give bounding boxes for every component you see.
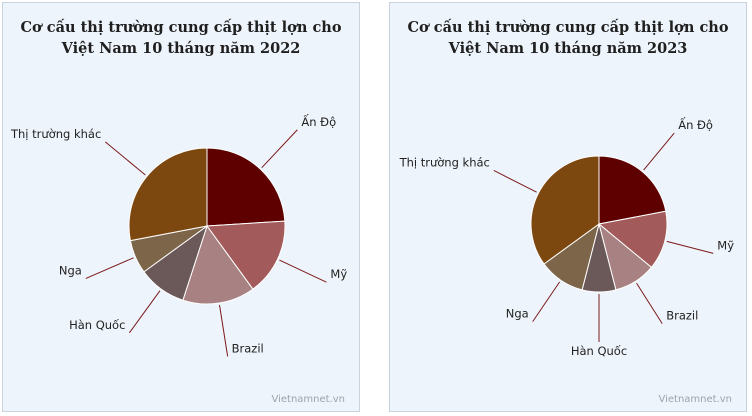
- slice-label-thi-truong-khac: Thị trường khác: [10, 127, 101, 141]
- leader-line-nga: [532, 281, 561, 322]
- leader-line-an-do: [643, 132, 675, 171]
- leader-line-an-do: [261, 129, 298, 169]
- leader-line-thi-truong-khac: [493, 169, 537, 193]
- pie-slice-an-do: [206, 147, 286, 227]
- slice-label-han-quoc: Hàn Quốc: [571, 344, 627, 358]
- leader-line-brazil: [219, 304, 229, 357]
- chart-panel-2022: Cơ cấu thị trường cung cấp thịt lợn cho …: [2, 2, 360, 412]
- leader-line-brazil: [636, 282, 663, 324]
- pie-slice-an-do: [598, 155, 667, 225]
- pie-slice-thi-truong-khac: [530, 155, 600, 265]
- slice-label-brazil: Brazil: [232, 341, 264, 355]
- chart-title-line-2: Việt Nam 10 tháng năm 2023: [448, 40, 688, 57]
- pie-chart-2023: Ấn Độ Mỹ Brazil Hàn Quốc Nga Thị trường khác: [399, 116, 735, 358]
- pie-chart-2022: Ấn Độ Mỹ Brazil Hàn Quốc Nga Thị trường khác: [10, 113, 347, 357]
- slice-label-han-quoc: Hàn Quốc: [69, 318, 125, 332]
- slice-label-an-do: Ấn Độ: [678, 116, 713, 132]
- chart-title-line-1: Cơ cấu thị trường cung cấp thịt lợn cho: [407, 19, 729, 36]
- leader-line-nga: [85, 257, 134, 279]
- pie-slice-brazil: [182, 224, 254, 305]
- chart-title: Cơ cấu thị trường cung cấp thịt lợn cho …: [390, 17, 746, 59]
- slice-label-an-do: Ấn Độ: [301, 113, 336, 129]
- leader-line-han-quoc: [129, 290, 161, 334]
- chart-title: Cơ cấu thị trường cung cấp thịt lợn cho …: [3, 17, 359, 59]
- slice-label-my: Mỹ: [717, 238, 734, 252]
- pie-slice-my: [206, 220, 286, 290]
- slice-label-brazil: Brazil: [666, 309, 698, 323]
- leader-line-thi-truong-khac: [104, 141, 146, 176]
- pie-slice-my: [597, 210, 668, 269]
- pie-slice-thi-truong-khac: [128, 147, 208, 242]
- chart-panel-2023: Cơ cấu thị trường cung cấp thịt lợn cho …: [389, 2, 747, 412]
- watermark: Vietnamnet.vn: [658, 394, 732, 405]
- slice-label-thi-truong-khac: Thị trường khác: [399, 155, 490, 169]
- watermark: Vietnamnet.vn: [271, 394, 345, 405]
- chart-title-line-1: Cơ cấu thị trường cung cấp thịt lợn cho: [20, 19, 342, 36]
- leader-line-my: [666, 240, 714, 254]
- slice-label-nga: Nga: [506, 307, 529, 321]
- slice-label-nga: Nga: [59, 263, 82, 277]
- leader-line-my: [279, 259, 327, 283]
- slice-label-my: Mỹ: [330, 267, 347, 281]
- chart-title-line-2: Việt Nam 10 tháng năm 2022: [61, 40, 301, 57]
